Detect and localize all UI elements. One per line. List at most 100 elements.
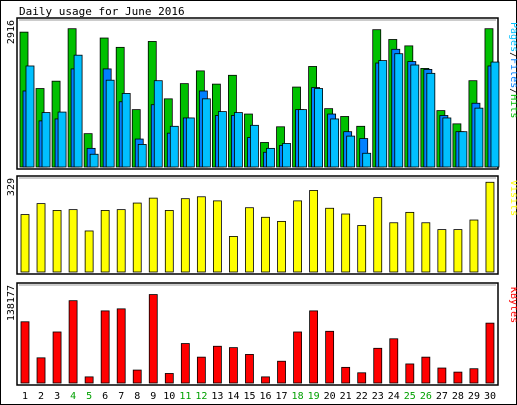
bar-kbytes-day-4 (68, 300, 78, 384)
bar-kbytes-day-19 (309, 310, 319, 384)
bar-pages-day-3 (57, 111, 67, 168)
bar-kbytes-day-16 (261, 376, 270, 384)
day-label-14: 14 (227, 391, 239, 402)
day-label-25: 25 (404, 391, 416, 402)
bar-pages-day-17 (282, 143, 291, 168)
max-label-visits: 329 (6, 178, 17, 196)
bar-pages-day-5 (89, 153, 99, 168)
bar-visits-day-11 (180, 198, 190, 273)
bar-visits-day-4 (68, 209, 78, 273)
bar-visits-day-6 (100, 210, 110, 273)
bar-pages-day-1 (25, 65, 35, 168)
day-label-8: 8 (134, 391, 140, 402)
bar-visits-day-27 (437, 229, 447, 273)
bar-visits-day-5 (84, 230, 94, 273)
day-label-19: 19 (308, 391, 320, 402)
bar-kbytes-day-3 (52, 331, 62, 384)
bar-kbytes-day-23 (373, 347, 383, 384)
bar-visits-day-16 (261, 216, 270, 273)
day-label-12: 12 (195, 391, 207, 402)
day-label-15: 15 (243, 391, 255, 402)
day-label-6: 6 (102, 391, 108, 402)
bar-kbytes-day-12 (196, 356, 206, 384)
bar-visits-day-1 (20, 214, 30, 273)
day-label-2: 2 (38, 391, 44, 402)
bar-kbytes-day-5 (84, 376, 94, 384)
bar-kbytes-day-21 (341, 366, 351, 384)
bar-visits-day-30 (485, 181, 495, 273)
day-label-23: 23 (372, 391, 384, 402)
day-label-17: 17 (276, 391, 288, 402)
bar-kbytes-day-22 (357, 372, 367, 384)
day-label-10: 10 (163, 391, 175, 402)
bar-visits-day-14 (229, 236, 238, 273)
bar-visits-day-29 (469, 219, 479, 273)
bar-pages-day-27 (442, 117, 452, 168)
bar-kbytes-day-27 (437, 367, 447, 384)
bar-pages-day-20 (330, 118, 340, 168)
bar-kbytes-day-28 (453, 371, 463, 384)
bar-pages-day-7 (121, 93, 131, 168)
bar-visits-day-9 (148, 197, 158, 273)
bar-visits-day-12 (196, 196, 206, 273)
day-label-11: 11 (179, 391, 191, 402)
bar-kbytes-day-26 (421, 356, 431, 384)
bar-visits-day-18 (293, 200, 302, 273)
bar-kbytes-day-9 (148, 294, 158, 384)
max-label-kbytes: 138177 (6, 285, 17, 321)
bar-visits-day-19 (309, 190, 319, 273)
bar-kbytes-day-11 (180, 343, 190, 384)
legend-entry: / (508, 88, 517, 94)
bar-kbytes-day-10 (164, 373, 174, 384)
bar-visits-day-13 (212, 200, 222, 273)
max-label-hits-files-pages: 2916 (6, 20, 17, 44)
day-label-30: 30 (484, 391, 496, 402)
legend-hits-files-pages: Pages/Files/Hits (508, 22, 517, 118)
bar-visits-day-7 (116, 209, 126, 273)
legend-entry: KBytes (508, 287, 517, 323)
bar-kbytes-day-17 (277, 360, 286, 384)
day-label-1: 1 (22, 391, 28, 402)
chart-title: Daily usage for June 2016 (19, 5, 185, 18)
day-label-24: 24 (388, 391, 400, 402)
panel-frame-kbytes (16, 282, 499, 386)
bar-pages-day-29 (474, 107, 484, 168)
bar-pages-day-30 (490, 61, 500, 168)
bar-visits-day-25 (405, 211, 415, 273)
bar-kbytes-day-6 (100, 310, 110, 384)
bar-kbytes-day-2 (36, 357, 46, 384)
bar-pages-day-2 (41, 112, 51, 168)
bar-pages-day-4 (73, 54, 83, 168)
bar-kbytes-day-13 (212, 345, 222, 384)
bar-pages-day-25 (410, 64, 420, 168)
day-label-4: 4 (70, 391, 76, 402)
legend-entry: / (508, 52, 517, 58)
bar-kbytes-day-7 (116, 308, 126, 384)
bar-kbytes-day-1 (20, 321, 30, 384)
day-label-21: 21 (340, 391, 352, 402)
legend-entry: Pages (508, 22, 517, 52)
bar-visits-day-8 (132, 202, 142, 273)
day-label-7: 7 (118, 391, 124, 402)
bar-kbytes-day-20 (325, 330, 335, 384)
bar-visits-day-28 (453, 229, 463, 273)
bar-pages-day-16 (266, 147, 275, 168)
day-label-20: 20 (324, 391, 336, 402)
bar-pages-day-6 (105, 79, 115, 168)
bar-visits-day-17 (277, 220, 286, 273)
day-label-29: 29 (468, 391, 480, 402)
bar-visits-day-21 (341, 213, 351, 273)
bar-visits-day-23 (373, 197, 383, 273)
day-label-18: 18 (292, 391, 304, 402)
bar-pages-day-12 (201, 98, 211, 168)
legend-visits: Visits (508, 180, 517, 216)
bar-pages-day-22 (362, 152, 372, 168)
bar-kbytes-day-15 (245, 354, 254, 384)
bar-pages-day-28 (458, 131, 468, 168)
bar-visits-day-26 (421, 222, 431, 273)
bar-pages-day-18 (298, 109, 307, 168)
bar-kbytes-day-8 (132, 369, 142, 384)
panel-frame-visits (16, 175, 499, 275)
bar-pages-day-9 (153, 80, 163, 168)
